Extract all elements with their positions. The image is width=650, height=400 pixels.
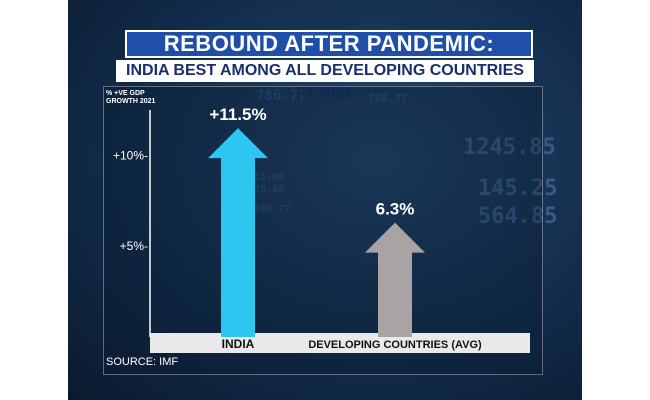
plot-panel: [103, 86, 543, 375]
bg-number: 15.66: [254, 172, 285, 183]
bg-number: 786.77: [368, 92, 408, 105]
bg-number: 564.85: [478, 204, 558, 229]
subtitle-banner: INDIA BEST AMONG ALL DEVELOPING COUNTRIE…: [116, 60, 534, 101]
category-label: INDIA: [222, 337, 255, 351]
data-label: 6.3%: [376, 200, 415, 219]
bar-arrow: [365, 222, 425, 337]
y-tick-label: +5%-: [120, 239, 148, 253]
bg-number: 1245.85: [463, 135, 556, 160]
category-band: [150, 333, 530, 353]
y-tick-label: +10%-: [113, 148, 148, 162]
bg-number: 145.25: [478, 176, 558, 201]
data-label: +11.5%: [209, 105, 266, 124]
category-label: DEVELOPING COUNTRIES (AVG): [308, 339, 482, 351]
bg-number: 786.77: [254, 204, 291, 215]
y-axis-label: % +VE GDP GROWTH 2021: [106, 90, 156, 105]
bg-number: 45.88: [254, 184, 285, 195]
title-banner: REBOUND AFTER PANDEMIC:: [125, 30, 533, 58]
bar-arrow: [208, 128, 268, 337]
source-note: SOURCE: IMF: [106, 356, 179, 368]
bg-number: 786.77: [256, 88, 307, 104]
